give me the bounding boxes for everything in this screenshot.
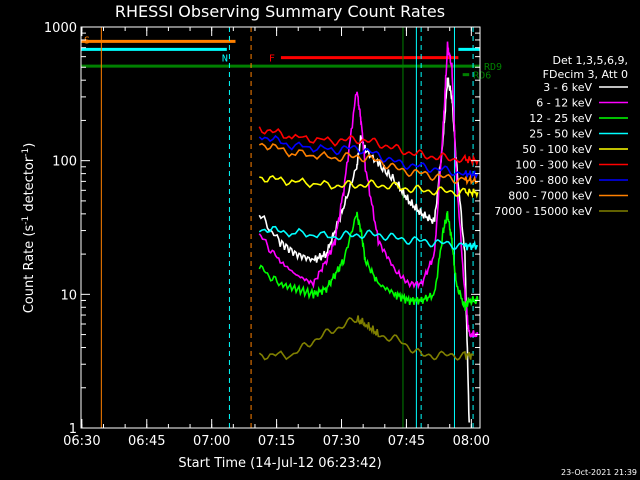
x-axis-label: Start Time (14-Jul-12 06:23:42) <box>178 456 381 471</box>
legend-label: 6 - 12 keV <box>536 97 592 110</box>
series-line <box>258 211 479 311</box>
x-tick-label: 06:30 <box>63 434 100 449</box>
legend-label: 7000 - 15000 keV <box>494 205 592 218</box>
flag-label: RD9 <box>484 62 502 73</box>
ticks-layer: 06:30 06:45 07:00 07:15 07:30 07:45 08:00 1 10 10… <box>44 21 490 449</box>
y-tick-label: 1000 <box>44 21 77 36</box>
x-tick-label: 07:30 <box>323 434 360 449</box>
series-line <box>258 134 478 179</box>
y-tick-label: 1 <box>69 422 77 437</box>
legend-label: 100 - 300 keV <box>515 159 592 172</box>
chart-title: RHESSI Observing Summary Count Rates <box>115 2 445 21</box>
series-line <box>258 77 470 423</box>
series-line <box>259 175 479 199</box>
legend-label: 300 - 800 keV <box>515 174 592 187</box>
x-tick-label: 08:00 <box>453 434 490 449</box>
y-axis-label-mid: detector <box>22 156 37 216</box>
flag-label: S <box>84 35 90 46</box>
legend-label: 50 - 100 keV <box>522 143 592 156</box>
timestamp: 23-Oct-2021 21:39 <box>561 468 637 477</box>
x-tick-label: 07:00 <box>193 434 230 449</box>
legend-label: 800 - 7000 keV <box>508 190 592 203</box>
y-axis-label-end: ) <box>22 143 37 148</box>
x-tick-label: 07:15 <box>258 434 295 449</box>
plot-frame <box>80 26 481 429</box>
legend-label: 25 - 50 keV <box>529 128 592 141</box>
y-tick-label: 10 <box>60 288 77 303</box>
series-line <box>258 142 479 186</box>
vlines-layer <box>100 27 474 428</box>
series-line <box>258 315 474 361</box>
y-axis-label-main: Count Rate (s <box>22 225 37 314</box>
legend-header-line-2: FDecim 3, Att 0 <box>543 68 628 81</box>
y-axis-label: Count Rate (s-1 detector-1) <box>21 143 37 314</box>
legend-label: 12 - 25 keV <box>529 112 592 125</box>
y-tick-label: 100 <box>52 155 77 170</box>
flag-label: F <box>269 54 275 65</box>
x-tick-label: 06:45 <box>128 434 165 449</box>
legend-header-line-1: Det 1,3,5,6,9, <box>552 54 628 67</box>
series-line <box>258 41 479 338</box>
y-axis-label-exp2: -1 <box>21 148 31 157</box>
flag-label: RD6 <box>473 71 491 82</box>
x-tick-label: 07:45 <box>388 434 425 449</box>
series-line <box>258 225 478 251</box>
y-axis-label-exp1: -1 <box>21 216 31 225</box>
legend-label: 3 - 6 keV <box>543 81 592 94</box>
series-layer <box>258 41 479 423</box>
series-line <box>258 126 479 167</box>
flag-label: N <box>222 53 228 64</box>
legend: Det 1,3,5,6,9, FDecim 3, Att 0 3 - 6 keV… <box>494 54 628 218</box>
